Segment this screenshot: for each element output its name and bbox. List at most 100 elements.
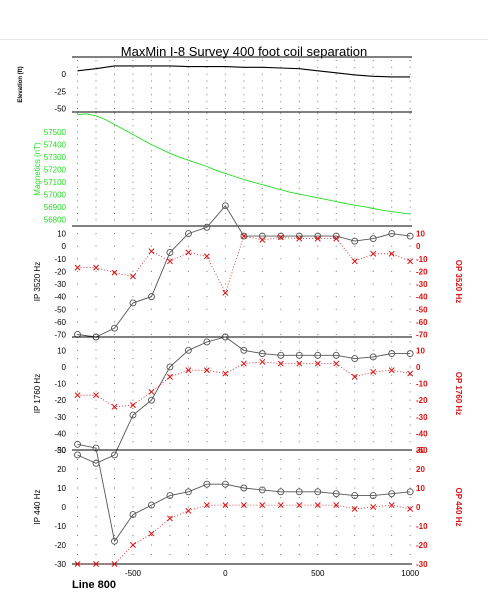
panel5-grid-dot xyxy=(298,478,300,479)
panel2-grid-dot xyxy=(150,194,152,196)
panel3-grid-dot xyxy=(169,308,171,310)
panel2-grid-dot xyxy=(224,150,226,152)
panel4-op-point xyxy=(93,392,99,399)
panel2-grid-dot xyxy=(150,206,152,208)
panel4-ytick-label: -50 xyxy=(54,446,66,455)
panel1-grid-dot xyxy=(206,101,208,103)
panel4-grid-dot xyxy=(206,416,208,418)
panel5-ip-point xyxy=(258,486,266,494)
panel3-ip-point xyxy=(221,202,229,210)
panel2-grid-dot xyxy=(280,150,282,152)
panel4-grid-dot xyxy=(409,366,411,368)
panel3-op-point xyxy=(148,248,155,255)
panel1-grid-dot xyxy=(132,94,134,96)
panel3-grid-dot xyxy=(77,233,79,235)
panel4-grid-dot xyxy=(261,399,263,401)
panel1-grid-dot xyxy=(206,66,208,68)
panel5-op-point xyxy=(111,561,118,567)
panel2-grid-dot xyxy=(114,194,115,196)
panel1-grid-dot xyxy=(77,66,79,68)
panel2-grid-dot xyxy=(391,119,393,121)
panel2-grid-dot xyxy=(280,125,282,127)
panel5-grid-dot xyxy=(354,459,356,460)
panel2-grid-dot xyxy=(391,175,393,177)
panel5-grid-dot xyxy=(169,516,171,517)
panel4-grid-dot xyxy=(95,407,97,409)
panel4-grid-dot xyxy=(243,399,245,401)
panel4-grid-dot xyxy=(335,391,337,393)
panel2-grid-dot xyxy=(261,181,263,183)
panel3-grid-dot xyxy=(354,233,356,235)
panel3-grid-dot xyxy=(261,270,263,272)
panel2-grid-dot xyxy=(317,131,319,133)
panel3-grid-dot xyxy=(335,308,337,310)
panel2-grid-dot xyxy=(150,200,152,202)
panel3-ip-point xyxy=(388,230,396,238)
panel5-grid-dot xyxy=(372,554,374,555)
panel3-grid-dot xyxy=(298,233,300,235)
panel4-grid-dot xyxy=(261,358,263,360)
panel3-grid-dot xyxy=(298,258,300,260)
panel4-grid-dot xyxy=(317,341,319,343)
panel5-grid-dot xyxy=(354,544,356,546)
panel5-ip-point xyxy=(74,440,81,448)
panel2-grid-dot xyxy=(409,181,411,183)
panel2-grid-dot xyxy=(354,169,356,171)
panel2-grid-dot xyxy=(150,125,152,127)
panel2-grid-dot xyxy=(335,187,337,189)
panel4-grid-dot xyxy=(409,407,411,409)
panel5-grid-dot xyxy=(187,478,189,479)
panel2-grid-dot xyxy=(95,144,97,146)
panel5-grid-dot xyxy=(77,544,79,546)
panel3-grid-dot xyxy=(354,270,356,272)
panel4-ip-point xyxy=(111,451,118,459)
panel2-grid-dot xyxy=(77,219,79,221)
panel2-grid-dot xyxy=(150,175,152,177)
panel5-grid-dot xyxy=(224,525,226,527)
panel5-grid-dot xyxy=(77,459,79,460)
panel2-grid-dot xyxy=(77,112,79,114)
panel5-op-point xyxy=(351,505,358,512)
panel4-grid-dot xyxy=(317,424,319,426)
panel3-grid-dot xyxy=(243,233,245,235)
panel2-grid-dot xyxy=(187,181,189,183)
panel4-grid-dot xyxy=(298,416,300,418)
panel4-grid-dot xyxy=(391,416,393,418)
panel2-grid-dot xyxy=(132,112,134,114)
panel2-grid-dot xyxy=(150,219,152,221)
panel2-grid-dot xyxy=(114,206,115,208)
panel1-grid-dot xyxy=(95,73,97,75)
panel1-grid-dot xyxy=(150,59,152,61)
panel2-grid-dot xyxy=(372,169,374,171)
panel4-grid-dot xyxy=(114,416,115,418)
panel5-op-point xyxy=(370,504,377,510)
panel2-grid-dot xyxy=(169,156,171,158)
panel1-grid-dot xyxy=(114,87,115,89)
panel2-grid-dot xyxy=(298,219,300,221)
panel1-grid-dot xyxy=(187,87,189,89)
panel4-ytick-label-right: -20 xyxy=(416,396,428,405)
panel5-op-point xyxy=(259,502,266,509)
panel3-grid-dot xyxy=(354,258,356,260)
panel5-grid-dot xyxy=(132,497,134,498)
panel5-grid-dot xyxy=(354,554,356,555)
panel5-grid-dot xyxy=(317,554,319,555)
panel1-grid-dot xyxy=(95,87,97,89)
panel3-grid-dot xyxy=(261,321,263,323)
panel2-grid-dot xyxy=(95,181,97,183)
panel1-grid-dot xyxy=(335,94,337,96)
panel3-grid-dot xyxy=(224,283,226,285)
panel5-grid-dot xyxy=(409,544,411,546)
panel1-grid-dot xyxy=(261,94,263,96)
panel3-grid-dot xyxy=(317,258,319,260)
panel4-grid-dot xyxy=(372,432,374,434)
panel1-grid-dot xyxy=(224,73,226,75)
panel4-ytick-label-right: -10 xyxy=(416,380,428,389)
panel3-ytick-label: -60 xyxy=(54,318,66,327)
panel2-grid-dot xyxy=(132,194,134,196)
panel2-grid-dot xyxy=(224,169,226,171)
panel5-op-point xyxy=(277,502,284,509)
panel1-grid-dot xyxy=(150,108,152,110)
chart-title: MaxMin I-8 Survey 400 foot coil separati… xyxy=(121,44,367,59)
panel4-op-point xyxy=(277,360,284,367)
